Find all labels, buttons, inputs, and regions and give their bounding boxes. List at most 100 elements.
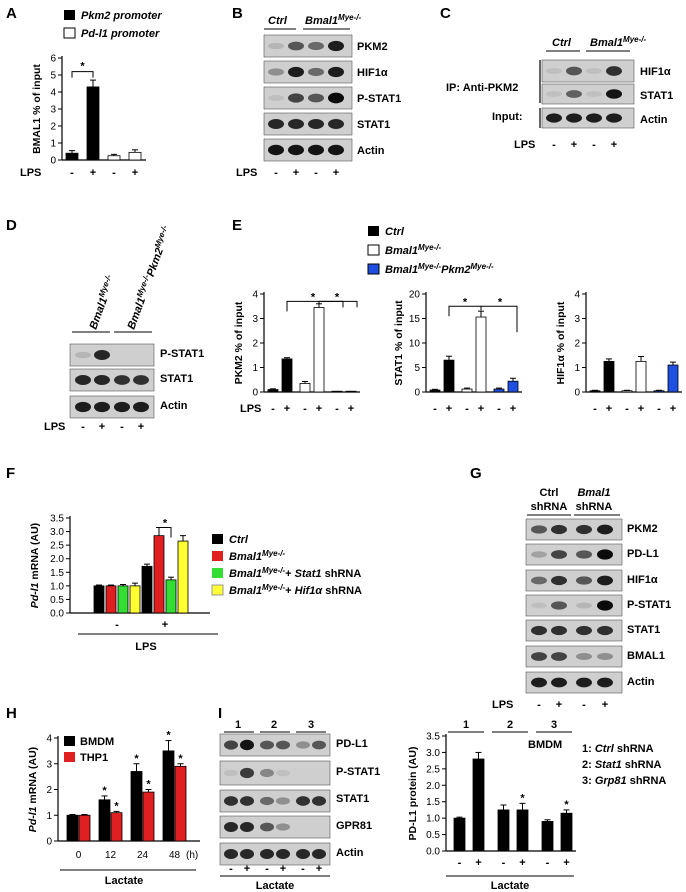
bar [589,390,601,393]
bar [475,316,487,393]
y-tick-label: 3.5 [426,732,440,743]
band-label-g-stat1: STAT1 [627,624,660,636]
blot-band [240,796,254,806]
legend-swatch-e-ctrl [368,226,379,236]
blot-band [566,113,582,123]
y-tick-label: 3 [252,314,258,325]
bar [105,585,117,614]
blot-band [551,625,567,636]
x-tick-label: 48 [169,850,181,861]
blot-band [551,575,567,586]
lps-sign-d-1: - [81,421,85,433]
lps-sign-e: - [335,403,339,415]
y-tick-label: 0 [46,837,52,848]
bar [86,86,100,161]
band-label-i-gpr81: GPR81 [336,820,372,832]
blot-band [308,67,324,77]
x-tick-label: 12 [105,850,117,861]
blot-band [551,652,567,661]
blot-g [525,518,623,694]
blot-band [288,119,304,129]
significance-bracket [158,527,172,538]
lps-label-g: LPS [492,699,513,711]
lps-sign-d-4: + [138,421,144,433]
x-unit-label: (h) [186,850,198,861]
blot-band [268,42,284,50]
blot-band [240,849,254,859]
band-label-b-pkm2: PKM2 [357,41,388,53]
y-tick-label: 0 [574,388,580,399]
blot-band [260,740,274,750]
significance-star: * [102,785,107,797]
significance-bracket [71,71,94,78]
lps-sign-f: - [115,619,119,631]
bar [65,152,79,161]
lps-sign-e: + [478,403,484,415]
band-label-b-stat1: STAT1 [357,119,390,131]
lane-group-i-chart-3: 3 [551,719,557,731]
lps-sign-g-4: + [602,699,608,711]
y-tick-label: 4 [574,290,580,301]
lane-group-i-3: 3 [308,719,314,731]
panel-i: I 1 2 3 PD-L1 P-STAT1 STAT1 GPR81 Actin … [218,705,666,892]
significance-bracket [286,300,344,312]
bar [635,360,647,393]
y-tick-label: 0 [50,156,56,167]
band-label-b-pstat1: P-STAT1 [357,93,401,105]
blot-band [551,601,567,610]
blot-c [541,59,635,129]
y-tick-label: 3.0 [426,748,440,759]
blot-band [597,653,613,660]
lps-label-d: LPS [44,421,65,433]
band-label-g-hif1a: HIF1α [627,574,658,586]
significance-star: * [463,296,468,308]
legend-label-h-bmdm: BMDM [80,736,114,748]
blot-band [597,677,613,688]
panel-b: B Ctrl Bmal1Mye-/- PKM2 HIF1α P-STAT1 ST… [232,5,401,179]
group-label-g-ctrl-2: shRNA [531,501,568,513]
blot-band [551,550,567,559]
bar [267,389,279,393]
lactate-sign-i-blot: + [316,863,322,875]
bar [281,358,293,393]
blot-band [224,796,238,806]
blot-band [312,849,326,859]
bar [165,579,177,614]
blot-strip [69,343,155,367]
blot-band [531,576,547,585]
group-label-b-ctrl: Ctrl [268,15,288,27]
blot-band [576,550,592,559]
y-tick-label: 2 [252,339,258,350]
lps-sign-c-4: + [611,139,617,151]
legend-label-e-ctrl: Ctrl [385,226,405,238]
significance-bracket [481,305,518,333]
blot-band [133,401,149,413]
blot-band [531,551,547,558]
blot-band [606,66,622,76]
legend-swatch-h-thp1 [64,752,75,762]
blot-strip [525,543,623,566]
blot-band [75,375,91,385]
band-label-c-hif1a: HIF1α [640,66,671,78]
bar [313,307,325,393]
blot-band [288,93,304,103]
blot-strip [219,789,331,813]
lps-sign-e: - [303,403,307,415]
lps-sign-c-1: - [552,139,556,151]
band-label-b-hif1a: HIF1α [357,67,388,79]
lps-sign-b-3: - [314,167,318,179]
bar [345,390,357,393]
bar [162,750,175,842]
chart-f: 0.0 0.5 1.0 1.5 2.0 2.5 3.0 3.5 Pd-l1 mRNA (AU) *… [29,514,210,631]
bar [174,765,187,842]
blot-band [531,677,547,688]
lactate-sign-i-chart: + [563,857,569,869]
band-label-g-pkm2: PKM2 [627,523,658,535]
lps-sign-g-3: - [582,699,586,711]
group-label-c-bmal1: Bmal1Mye-/- [590,35,646,49]
bar [93,585,105,614]
panel-letter-h: H [6,705,17,722]
panel-g: G Ctrl shRNA Bmal1 shRNA PKM2 PD-L1 HIF1… [470,465,671,711]
blot-band [586,91,602,97]
bar [516,809,529,852]
